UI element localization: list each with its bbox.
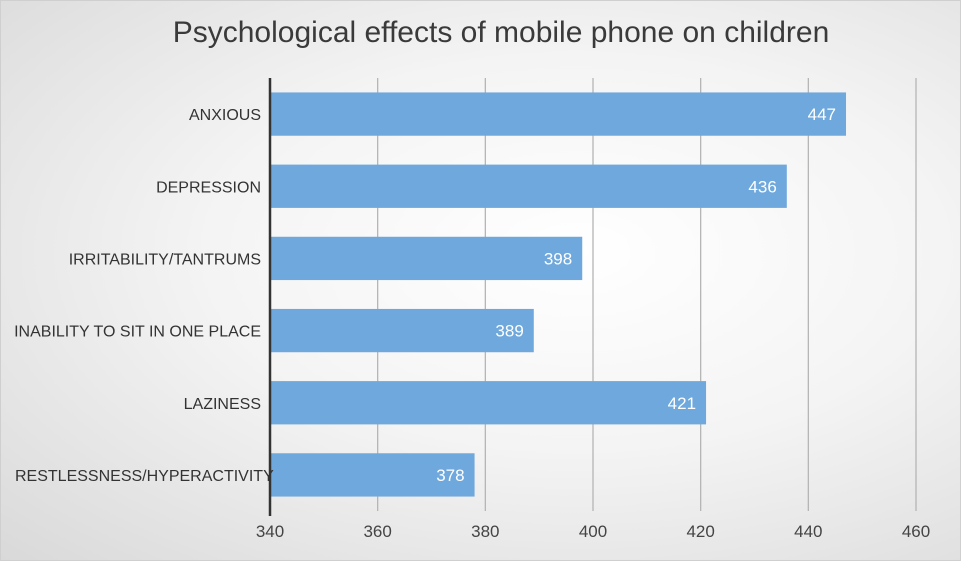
- bar-layer: [270, 92, 847, 497]
- x-tick-label: 380: [471, 522, 499, 541]
- bar: [270, 453, 475, 497]
- bar: [270, 308, 534, 353]
- bar: [270, 236, 583, 281]
- bar: [270, 92, 847, 136]
- category-label: INABILITY TO SIT IN ONE PLACE: [14, 324, 261, 341]
- grid-layer: [377, 78, 917, 511]
- category-label: DEPRESSION: [156, 179, 261, 196]
- data-label: 398: [544, 249, 572, 268]
- data-label: 378: [436, 466, 464, 485]
- x-tick-label: 460: [902, 522, 930, 541]
- x-tick-label: 420: [686, 522, 714, 541]
- chart-title: Psychological effects of mobile phone on…: [172, 16, 830, 49]
- data-label: 389: [495, 322, 523, 341]
- x-tick-label: 340: [256, 522, 284, 541]
- category-label: IRRITABILITY/TANTRUMS: [69, 251, 261, 268]
- x-tick-label: 440: [794, 522, 822, 541]
- bar: [270, 164, 787, 208]
- x-tick-label: 360: [363, 522, 391, 541]
- x-tick-label: 400: [579, 522, 607, 541]
- data-label: 447: [808, 105, 836, 124]
- data-label: 421: [668, 394, 696, 413]
- label-layer: 340 360 380 400 420 440 460 447 ANXIOUS 436 DEPRES…: [14, 105, 930, 541]
- bar: [270, 381, 707, 425]
- data-label: 436: [748, 177, 776, 196]
- category-label: RESTLESSNESS/HYPERACTIVITY: [15, 468, 274, 485]
- category-label: ANXIOUS: [189, 107, 261, 124]
- category-label: LAZINESS: [184, 396, 261, 413]
